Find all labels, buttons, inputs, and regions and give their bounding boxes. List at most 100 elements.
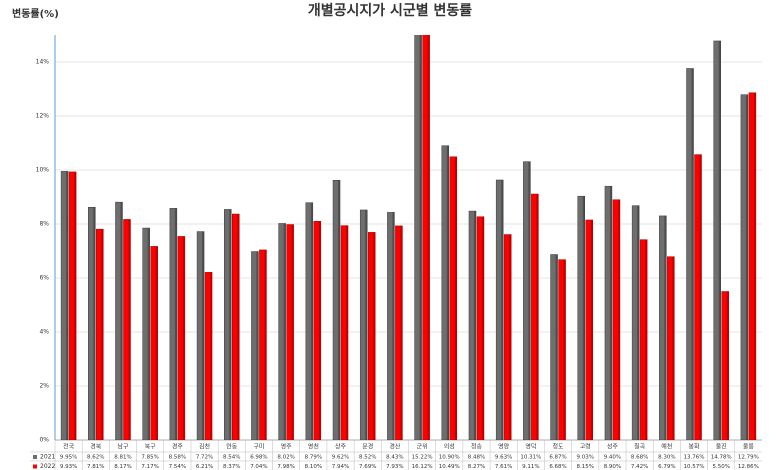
data-label: 8.17%	[114, 464, 131, 470]
data-label: 16.12%	[412, 464, 433, 470]
x-tick-label: 영양	[498, 443, 510, 451]
data-label: 7.72%	[196, 455, 213, 461]
bar-side	[237, 214, 240, 440]
data-label: 8.10%	[305, 464, 322, 470]
data-label: 8.02%	[277, 455, 294, 461]
x-tick-label: 남구	[117, 443, 129, 451]
x-tick-label: 칠곡	[634, 443, 646, 451]
data-label: 14.78%	[711, 455, 732, 461]
data-label: 9.93%	[60, 464, 77, 470]
legend-label: 2021	[40, 454, 55, 461]
x-tick-label: 영덕	[525, 443, 536, 451]
bar-side	[691, 68, 694, 440]
x-tick-label: 울릉	[743, 444, 755, 451]
data-label: 7.61%	[495, 464, 512, 470]
data-label: 9.40%	[604, 455, 621, 461]
x-tick-label: 영천	[308, 443, 319, 451]
bar-side	[338, 180, 341, 440]
bar-side	[718, 40, 721, 440]
data-label: 7.85%	[141, 455, 158, 461]
y-tick-label: 12%	[36, 113, 50, 120]
bar-side	[590, 219, 593, 440]
x-tick-label: 군위	[417, 443, 428, 451]
data-label: 7.93%	[386, 464, 403, 470]
y-tick-label: 10%	[36, 167, 50, 174]
data-label: 12.79%	[738, 455, 759, 461]
bar-side	[229, 209, 232, 440]
data-label: 7.94%	[332, 464, 349, 470]
x-tick-label: 전국	[63, 443, 75, 451]
bar-side	[699, 154, 702, 440]
bar-side	[174, 208, 177, 440]
bar-side	[473, 211, 476, 440]
bar-side	[509, 234, 512, 440]
x-tick-label: 성주	[607, 443, 619, 451]
bar-side	[120, 202, 123, 440]
bar-side	[753, 92, 756, 440]
data-label: 8.43%	[386, 455, 403, 461]
x-tick-label: 안동	[226, 443, 238, 451]
bar-side	[93, 207, 96, 440]
data-label: 7.81%	[87, 464, 104, 470]
bar-side	[427, 35, 430, 440]
bar-side	[609, 186, 612, 440]
data-label: 9.95%	[60, 455, 77, 461]
bar-side	[365, 209, 368, 440]
y-tick-label: 6%	[39, 275, 49, 282]
x-tick-label: 청송	[471, 443, 483, 451]
data-label: 9.62%	[332, 455, 349, 461]
bar-side	[582, 196, 585, 440]
y-axis-label: 변동률(%)	[12, 7, 59, 20]
y-tick-label: 14%	[36, 59, 50, 66]
bar-side	[155, 246, 158, 440]
data-label: 6.21%	[196, 464, 213, 470]
data-label: 10.57%	[684, 464, 705, 470]
y-tick-label: 0%	[39, 437, 49, 444]
x-tick-label: 구미	[253, 443, 264, 451]
data-label: 8.48%	[468, 455, 485, 461]
x-tick-label: 울진	[716, 443, 727, 451]
data-label: 6.79%	[658, 464, 675, 470]
bar-side	[672, 256, 675, 440]
data-label: 8.62%	[87, 455, 104, 461]
data-label: 7.69%	[359, 464, 376, 470]
bar-side	[555, 254, 558, 440]
data-label: 12.86%	[738, 464, 759, 470]
chart-title: 개별공시지가 시군별 변동률	[308, 2, 472, 19]
data-label: 8.15%	[577, 464, 594, 470]
bar-side	[74, 171, 77, 440]
bar-side	[256, 251, 259, 440]
data-label: 6.68%	[549, 464, 566, 470]
bar-side	[645, 239, 648, 440]
bar-side	[617, 199, 620, 440]
bar-side	[210, 272, 213, 440]
data-label: 8.68%	[631, 455, 648, 461]
y-tick-label: 4%	[39, 329, 49, 336]
bar-side	[528, 161, 531, 440]
x-tick-label: 의성	[444, 443, 455, 451]
x-tick-label: 청도	[553, 444, 565, 451]
data-label: 5.50%	[712, 464, 729, 470]
data-label: 9.11%	[522, 464, 539, 470]
legend-swatch	[33, 464, 37, 469]
x-tick-label: 예천	[661, 443, 672, 451]
bar-side	[481, 216, 484, 440]
bar-side	[128, 219, 131, 440]
x-tick-label: 봉화	[688, 443, 700, 451]
bar-side	[454, 156, 457, 440]
data-label: 9.63%	[495, 455, 512, 461]
data-label: 7.04%	[250, 464, 267, 470]
y-tick-label: 2%	[39, 383, 49, 390]
bar-side	[66, 171, 69, 440]
x-tick-label: 북구	[145, 444, 157, 451]
bar-side	[745, 94, 748, 440]
x-tick-label: 고령	[580, 443, 591, 451]
bar-side	[202, 231, 205, 440]
bar-side	[726, 291, 729, 440]
bar-side	[446, 145, 449, 440]
data-label: 8.30%	[658, 455, 675, 461]
bar-side	[101, 229, 104, 440]
data-label: 6.98%	[250, 455, 267, 461]
x-tick-label: 경북	[90, 444, 102, 451]
